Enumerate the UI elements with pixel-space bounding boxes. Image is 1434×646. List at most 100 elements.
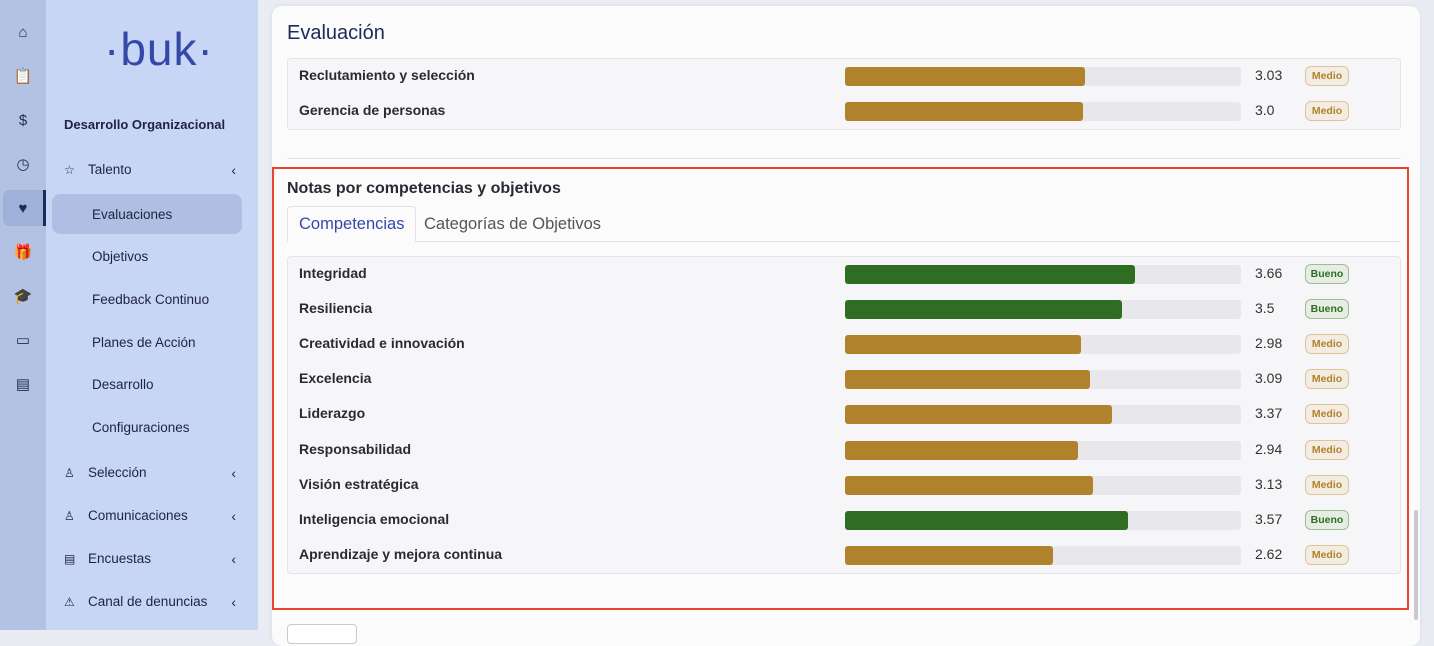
- chevron-left-icon: ‹: [231, 593, 236, 610]
- competency-label: Responsabilidad: [299, 440, 412, 457]
- sidebar-item-group[interactable]: ♙ Selección ‹: [64, 464, 244, 481]
- score-value: 3.09: [1255, 370, 1283, 387]
- button[interactable]: [287, 624, 357, 644]
- level-badge: Bueno: [1305, 509, 1349, 530]
- score-row: Visión estratégica 3.13 Medio: [288, 468, 1400, 503]
- sidebar-item-group[interactable]: ⚠ Canal de denuncias ‹: [64, 593, 244, 610]
- score-bar: [845, 405, 1241, 425]
- chevron-left-icon: ‹: [231, 464, 236, 481]
- level-badge: Medio: [1305, 544, 1349, 565]
- level-badge: Medio: [1305, 369, 1349, 390]
- score-row: Inteligencia emocional 3.57 Bueno: [288, 503, 1400, 538]
- clipboard-clock-icon[interactable]: 📋: [13, 68, 33, 85]
- score-value: 2.98: [1255, 335, 1283, 352]
- level-badge: Medio: [1305, 404, 1349, 425]
- level-badge: Medio: [1305, 66, 1349, 86]
- dollar-icon[interactable]: $: [18, 111, 28, 129]
- level-badge: Medio: [1305, 334, 1349, 355]
- section-title: Desarrollo Organizacional: [64, 117, 226, 132]
- tab-categorias-objetivos[interactable]: Categorías de Objetivos: [424, 214, 602, 233]
- icon-rail: ⌂ 📋 $ ◷ ♥ 🎁 🎓 ▭ ▤: [0, 0, 46, 630]
- hand-heart-icon[interactable]: ♥: [3, 190, 46, 226]
- sidebar-subitem[interactable]: Configuraciones: [92, 420, 190, 435]
- person-check-icon: ♙: [64, 465, 75, 480]
- score-row: Liderazgo 3.37 Medio: [288, 397, 1400, 432]
- section-heading: Notas por competencias y objetivos: [287, 180, 561, 197]
- score-row: Reclutamiento y selección 3.03 Medio: [288, 59, 1400, 94]
- graduation-cap-icon[interactable]: 🎓: [13, 288, 33, 305]
- score-bar-fill: [845, 475, 1093, 495]
- sidebar-subitem[interactable]: Evaluaciones: [52, 194, 242, 234]
- score-bar: [845, 510, 1241, 530]
- folder-icon[interactable]: ▭: [15, 332, 31, 349]
- score-value: 3.57: [1255, 510, 1283, 527]
- scrollbar[interactable]: [1414, 510, 1418, 620]
- score-row: Creatividad e innovación 2.98 Medio: [288, 327, 1400, 362]
- level-badge: Bueno: [1305, 299, 1349, 320]
- sidebar-item-label: Encuestas: [88, 551, 152, 566]
- score-bar-fill: [845, 300, 1123, 320]
- warning-icon: ⚠: [64, 594, 75, 609]
- home-icon[interactable]: ⌂: [18, 23, 28, 41]
- level-badge: Medio: [1305, 439, 1349, 460]
- sidebar-subitem[interactable]: Objetivos: [92, 249, 149, 265]
- score-value: 2.94: [1255, 440, 1283, 457]
- person-speak-icon: ♙: [64, 508, 75, 523]
- score-value: 3.03: [1255, 67, 1283, 83]
- score-row: Gerencia de personas 3.0 Medio: [288, 94, 1400, 129]
- sidebar-item-label: Canal de denuncias: [88, 594, 208, 609]
- score-row: Excelencia 3.09 Medio: [288, 362, 1400, 397]
- competency-label: Creatividad e innovación: [299, 335, 465, 352]
- star-icon: ☆: [64, 162, 75, 177]
- score-bar-fill: [845, 370, 1090, 390]
- competency-label: Excelencia: [299, 370, 372, 387]
- score-bar-fill: [845, 102, 1083, 122]
- score-value: 3.37: [1255, 405, 1283, 422]
- chevron-left-icon: ‹: [231, 507, 236, 524]
- score-bar: [845, 102, 1241, 122]
- sidebar: ·buk· Desarrollo Organizacional ☆ Talento…: [46, 0, 258, 630]
- level-badge: Medio: [1305, 474, 1349, 495]
- score-row: Responsabilidad 2.94 Medio: [288, 433, 1400, 468]
- score-bar: [845, 475, 1241, 495]
- sidebar-item-label: Selección: [88, 465, 147, 480]
- score-row: Resiliencia 3.5 Bueno: [288, 292, 1400, 327]
- score-bar: [845, 335, 1241, 355]
- clock-icon[interactable]: ◷: [16, 156, 30, 173]
- sidebar-item-group[interactable]: ♙ Comunicaciones ‹: [64, 507, 244, 524]
- score-bar-fill: [845, 440, 1078, 460]
- competency-label: Liderazgo: [299, 405, 366, 422]
- page-title: Evaluación: [287, 22, 385, 44]
- sidebar-subitem[interactable]: Planes de Acción: [92, 334, 196, 350]
- score-bar-fill: [845, 545, 1053, 565]
- competency-label: Resiliencia: [299, 300, 373, 317]
- competency-scores: Integridad 3.66 Bueno Resiliencia 3.5 Bueno Cr…: [287, 256, 1401, 574]
- buk-logo: ·buk·: [104, 23, 214, 75]
- score-bar-fill: [845, 335, 1082, 355]
- document-icon: ▤: [64, 551, 76, 566]
- top-scores: Reclutamiento y selección 3.03 Medio Gerenc…: [287, 58, 1401, 130]
- gift-icon[interactable]: 🎁: [13, 244, 33, 261]
- sidebar-subitem[interactable]: Desarrollo: [92, 377, 154, 393]
- divider: [287, 158, 1401, 159]
- sidebar-item-label: Talento: [88, 162, 132, 177]
- tab-competencias[interactable]: Competencias: [287, 206, 417, 242]
- score-bar-fill: [845, 405, 1112, 425]
- score-bar: [845, 440, 1241, 460]
- sidebar-item-talento[interactable]: ☆ Talento ‹: [64, 162, 244, 178]
- level-badge: Medio: [1305, 101, 1349, 122]
- competency-label: Reclutamiento y selección: [299, 67, 475, 83]
- competency-label: Visión estratégica: [299, 475, 419, 492]
- score-bar: [845, 67, 1241, 86]
- store-icon[interactable]: ▤: [15, 376, 31, 393]
- score-value: 2.62: [1255, 545, 1283, 562]
- sidebar-subitem[interactable]: Feedback Continuo: [92, 291, 210, 307]
- score-value: 3.5: [1255, 300, 1275, 317]
- chevron-left-icon: ‹: [231, 550, 236, 567]
- score-bar: [845, 300, 1241, 320]
- sidebar-item-group[interactable]: ▤ Encuestas ‹: [64, 550, 244, 567]
- score-row: Aprendizaje y mejora continua 2.62 Medio: [288, 538, 1400, 573]
- level-badge: Bueno: [1305, 264, 1349, 284]
- score-bar: [845, 265, 1241, 284]
- competency-label: Aprendizaje y mejora continua: [299, 545, 503, 562]
